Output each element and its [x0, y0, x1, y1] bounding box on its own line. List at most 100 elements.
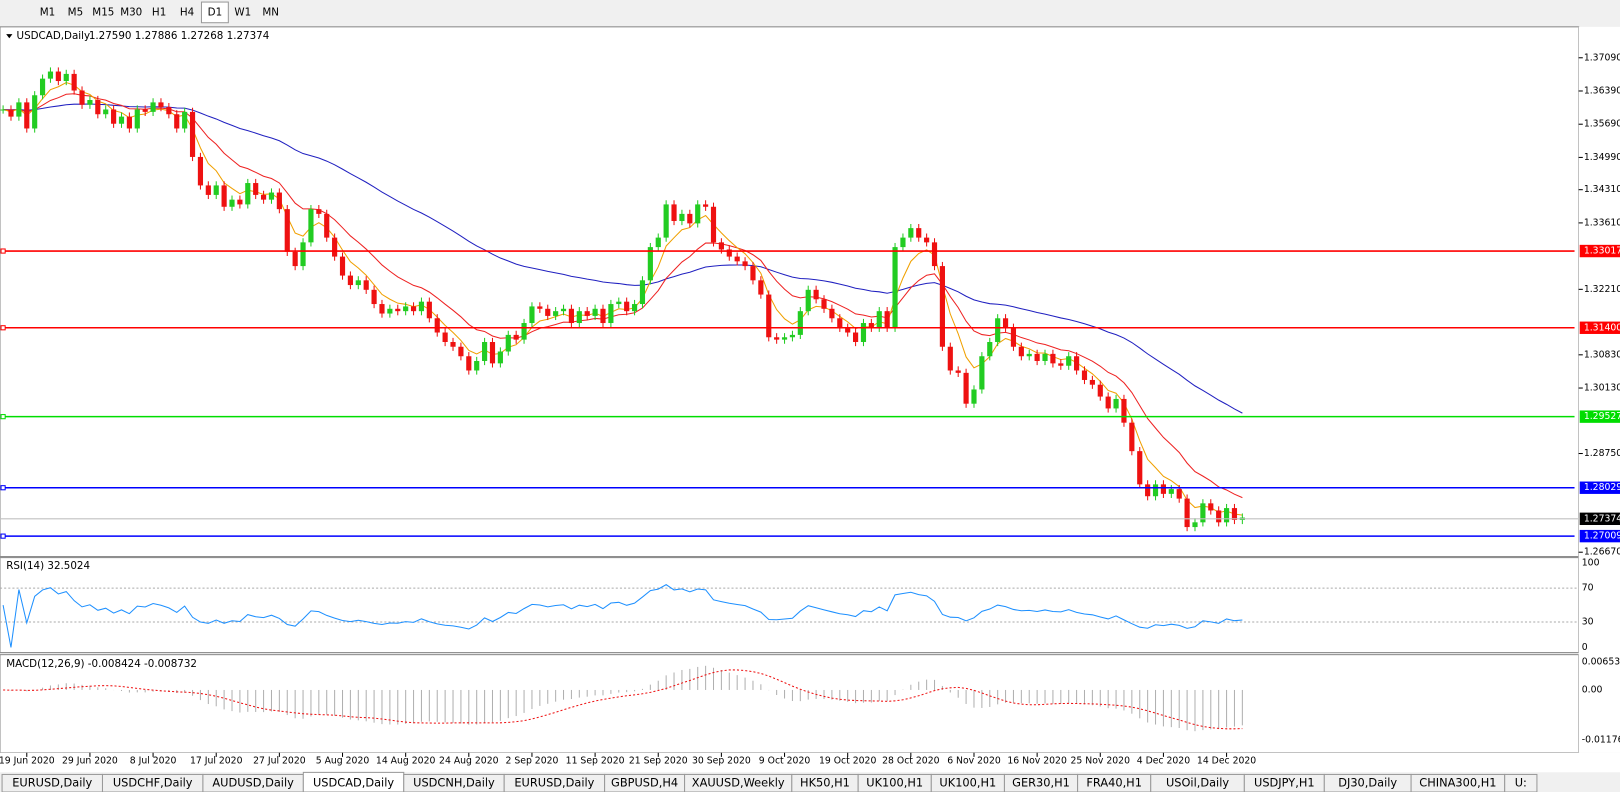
chart-tab-label: UK100,H1 — [866, 776, 923, 790]
level-handle — [0, 533, 6, 539]
rsi-tick-label: 100 — [1582, 557, 1600, 568]
candle-body — [253, 183, 259, 195]
candle-body — [837, 318, 843, 328]
timeframe-label: M5 — [68, 6, 83, 18]
date-label: 21 Sep 2020 — [629, 756, 688, 767]
candle-body — [1192, 522, 1198, 528]
date-label: 19 Jun 2020 — [0, 756, 55, 767]
candle-body — [529, 306, 535, 324]
candle-body — [663, 204, 669, 238]
price-panel — [0, 26, 1580, 558]
y-tick-label: 1.30830 — [1584, 349, 1620, 360]
candle-body — [300, 242, 306, 267]
chart-tab-label: FRA40,H1 — [1086, 776, 1142, 790]
candle-body — [482, 342, 488, 361]
candle-body — [197, 156, 204, 186]
level-tag — [1579, 321, 1620, 334]
price-axis — [1578, 26, 1620, 753]
timeframe-button[interactable] — [173, 2, 201, 23]
candle-body — [703, 204, 709, 207]
candle-body — [489, 342, 496, 364]
candle-body — [813, 289, 819, 300]
y-tick-label: 1.34310 — [1584, 184, 1620, 195]
timeframe-button[interactable] — [117, 2, 145, 23]
timeframe-button[interactable] — [145, 2, 173, 23]
rsi-panel — [0, 557, 1580, 654]
date-label: 19 Oct 2020 — [819, 756, 876, 767]
candle-body — [1034, 353, 1040, 361]
candle-body — [111, 109, 117, 124]
candle-body — [687, 213, 693, 224]
macd-tick-label: 0.00 — [1582, 684, 1603, 695]
timeframe-button[interactable] — [200, 1, 229, 24]
candle-body — [916, 228, 922, 238]
date-label: 24 Aug 2020 — [439, 756, 499, 767]
candle-body — [229, 199, 235, 207]
candle-body — [474, 360, 480, 371]
candle-body — [734, 256, 740, 262]
candle-body — [79, 90, 85, 105]
candle-body — [1081, 370, 1088, 380]
candle-body — [1160, 484, 1167, 494]
timeframe-button[interactable] — [34, 2, 61, 23]
candle-body — [324, 213, 330, 238]
date-label: 14 Dec 2020 — [1197, 756, 1256, 767]
candle-body — [268, 192, 275, 200]
candle-body — [695, 204, 701, 224]
rsi-title: RSI(14) 32.5024 — [6, 560, 90, 572]
candle-body — [347, 275, 353, 286]
date-label: 30 Sep 2020 — [692, 756, 751, 767]
timeframe-button[interactable] — [229, 2, 257, 23]
candle-body — [616, 301, 622, 305]
candle-body — [750, 266, 756, 281]
chart-tab[interactable] — [1504, 773, 1538, 792]
candle-body — [758, 280, 764, 295]
level-label: 1.33017 — [1584, 246, 1620, 257]
chart-tab-label: U: — [1515, 776, 1527, 790]
candle-body — [458, 346, 464, 357]
chart-tab-label: DJ30,Daily — [1338, 776, 1397, 790]
candle-body — [1026, 353, 1032, 357]
level-tag — [1579, 529, 1620, 543]
candle-body — [245, 183, 251, 205]
candle-body — [647, 247, 653, 281]
candle-body — [947, 346, 953, 371]
rsi-tick-label: 30 — [1582, 617, 1594, 628]
timeframe-button[interactable] — [89, 2, 117, 23]
candle-body — [434, 318, 440, 333]
candle-body — [182, 111, 188, 129]
candle-body — [118, 116, 125, 124]
candle-body — [726, 249, 732, 257]
symbol: USDCAD,Daily — [17, 30, 91, 42]
candle-body — [537, 306, 543, 309]
candle-body — [884, 311, 890, 328]
y-tick-label: 1.37090 — [1584, 52, 1620, 63]
candle-body — [797, 311, 803, 335]
candle-body — [1200, 503, 1206, 523]
candle-body — [853, 332, 859, 343]
candle-body — [655, 237, 661, 248]
chart-tab-label: EURUSD,Daily — [514, 776, 594, 790]
date-label: 4 Dec 2020 — [1137, 756, 1190, 767]
timeframe-button[interactable] — [61, 2, 89, 23]
candle-body — [900, 237, 906, 248]
candle-body — [568, 308, 575, 324]
candle-body — [860, 323, 867, 343]
candle-body — [260, 194, 267, 200]
candle-body — [1231, 508, 1238, 520]
timeframe-button[interactable] — [257, 2, 285, 23]
candle-body — [284, 209, 290, 252]
y-tick-label: 1.34990 — [1584, 152, 1620, 163]
y-tick-label: 1.33610 — [1584, 217, 1620, 228]
level-label: 1.27009 — [1584, 531, 1620, 542]
candle-body — [387, 308, 393, 314]
candle-body — [174, 114, 180, 129]
candle-body — [584, 311, 590, 316]
candle-body — [1216, 510, 1222, 523]
candle-body — [576, 311, 582, 324]
candle-body — [1121, 398, 1127, 423]
candle-body — [955, 370, 961, 373]
timeframe-label: M1 — [40, 6, 55, 18]
chart-tab-label: UK100,H1 — [939, 776, 996, 790]
